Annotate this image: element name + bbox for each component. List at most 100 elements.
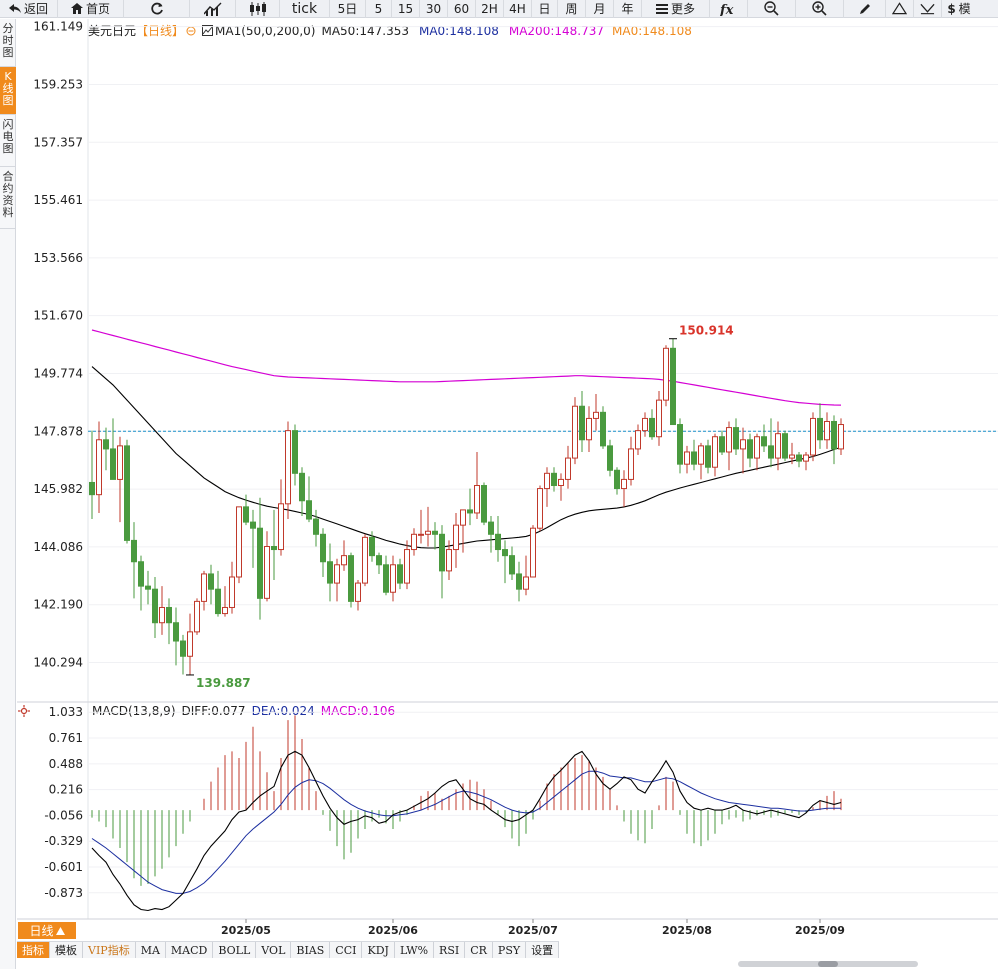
settings-gear-icon[interactable] bbox=[18, 705, 30, 717]
horizontal-scrollbar[interactable] bbox=[738, 961, 918, 967]
indicator-tab[interactable]: MACD bbox=[165, 942, 214, 958]
formula-button[interactable]: fx bbox=[710, 0, 748, 18]
candle-body bbox=[649, 417, 655, 438]
candle bbox=[131, 522, 137, 599]
indicator-tab[interactable]: CCI bbox=[330, 942, 363, 958]
tab-contract-info[interactable]: 合约资料 bbox=[0, 167, 16, 229]
candle-body bbox=[362, 536, 368, 584]
candle-body bbox=[691, 451, 697, 465]
home-button[interactable]: 首页 bbox=[58, 0, 124, 18]
indicator-tab[interactable]: VOL bbox=[256, 942, 292, 958]
refresh-icon bbox=[150, 2, 163, 14]
candle-body bbox=[215, 588, 221, 615]
daily-period-button[interactable]: 日线 bbox=[18, 922, 76, 939]
indicator-tab[interactable]: 设置 bbox=[526, 942, 560, 958]
indicator-tab[interactable]: 指标 bbox=[17, 942, 50, 958]
candle bbox=[306, 476, 312, 523]
candle-body bbox=[110, 448, 116, 480]
period-year[interactable]: 年 bbox=[614, 0, 642, 18]
indicator-tab[interactable]: CR bbox=[465, 942, 493, 958]
indicator-tab[interactable]: LW% bbox=[394, 942, 435, 958]
candle bbox=[159, 586, 165, 635]
candle bbox=[236, 506, 242, 584]
candle-body bbox=[537, 488, 543, 529]
period-4h[interactable]: 4H bbox=[504, 0, 532, 18]
macd-y-tick-label: -0.601 bbox=[44, 860, 83, 874]
candle bbox=[404, 540, 410, 590]
candle bbox=[348, 552, 354, 608]
draw-triangle-button[interactable] bbox=[886, 0, 914, 18]
candle bbox=[376, 552, 382, 574]
candle-body bbox=[313, 518, 319, 535]
candle-body bbox=[705, 445, 711, 468]
indicator-tab[interactable]: VIP指标 bbox=[83, 942, 136, 958]
candle-type-button[interactable] bbox=[236, 0, 280, 18]
bar-chart-icon bbox=[203, 2, 221, 16]
zoom-out-button[interactable] bbox=[748, 0, 796, 18]
y-tick-label: 149.774 bbox=[33, 366, 83, 380]
x-tick-label: 2025/06 bbox=[368, 924, 418, 937]
indicator-tab[interactable]: PSY bbox=[492, 942, 527, 958]
back-button[interactable]: 返回 bbox=[0, 0, 58, 18]
candle-body bbox=[761, 436, 767, 447]
candle-body bbox=[656, 399, 662, 438]
candle bbox=[481, 482, 487, 526]
refresh-button[interactable] bbox=[124, 0, 190, 18]
candle-body bbox=[593, 411, 599, 419]
tick-button[interactable]: tick bbox=[280, 0, 330, 18]
zoom-in-button[interactable] bbox=[796, 0, 844, 18]
dropdown-button[interactable] bbox=[914, 0, 942, 18]
indicator-tab[interactable]: KDJ bbox=[362, 942, 395, 958]
draw-pen-button[interactable] bbox=[844, 0, 886, 18]
candle bbox=[362, 534, 368, 587]
indicator-chart-button[interactable] bbox=[190, 0, 236, 18]
candle-body bbox=[544, 472, 550, 490]
tab-flash[interactable]: 闪电图 bbox=[0, 115, 16, 167]
candle-body bbox=[411, 533, 417, 551]
candle bbox=[173, 607, 179, 666]
candle bbox=[264, 531, 270, 602]
candle-body bbox=[775, 433, 781, 459]
indicator-tab[interactable]: BIAS bbox=[291, 942, 331, 958]
candle bbox=[201, 570, 207, 611]
candle-body bbox=[698, 445, 704, 465]
period-60m[interactable]: 60 bbox=[448, 0, 476, 18]
period-30m[interactable]: 30 bbox=[420, 0, 448, 18]
candle bbox=[635, 424, 641, 456]
period-15m[interactable]: 15 bbox=[392, 0, 420, 18]
candle bbox=[775, 421, 781, 471]
candle-body bbox=[614, 469, 620, 490]
menu-icon bbox=[655, 3, 668, 14]
indicator-tab[interactable]: RSI bbox=[434, 942, 466, 958]
currency-button[interactable]: $ 模 bbox=[942, 0, 976, 18]
period-5d[interactable]: 5日 bbox=[330, 0, 366, 18]
candle bbox=[712, 433, 718, 477]
period-month[interactable]: 月 bbox=[586, 0, 614, 18]
indicator-tab[interactable]: 模板 bbox=[50, 942, 83, 958]
tab-timeshare[interactable]: 分时图 bbox=[0, 19, 16, 67]
scrollbar-thumb[interactable] bbox=[818, 961, 838, 967]
tab-kline[interactable]: K线图 bbox=[0, 67, 16, 115]
candle-body bbox=[474, 485, 480, 514]
indicator-tab[interactable]: MA bbox=[135, 942, 166, 958]
candle bbox=[327, 543, 333, 602]
more-button[interactable]: 更多 bbox=[642, 0, 710, 18]
period-week[interactable]: 周 bbox=[558, 0, 586, 18]
candle bbox=[523, 555, 529, 596]
kline-chart[interactable]: 161.149 159.253 157.357 155.461 153.566 151.6… bbox=[17, 19, 998, 939]
candle-body bbox=[446, 549, 452, 572]
candle-body bbox=[425, 530, 431, 535]
indicator-tab[interactable]: BOLL bbox=[213, 942, 257, 958]
candle-body bbox=[551, 472, 557, 487]
candle bbox=[677, 418, 683, 474]
period-5m[interactable]: 5 bbox=[366, 0, 392, 18]
candle-body bbox=[579, 405, 585, 441]
candle-body bbox=[495, 533, 501, 551]
macd-y-tick-label: 0.488 bbox=[49, 757, 83, 771]
period-day[interactable]: 日 bbox=[532, 0, 558, 18]
candle bbox=[215, 570, 221, 617]
candle-body bbox=[810, 417, 816, 456]
x-tick-label: 2025/07 bbox=[508, 924, 558, 937]
macd-y-tick-label: -0.056 bbox=[44, 808, 83, 822]
period-2h[interactable]: 2H bbox=[476, 0, 504, 18]
